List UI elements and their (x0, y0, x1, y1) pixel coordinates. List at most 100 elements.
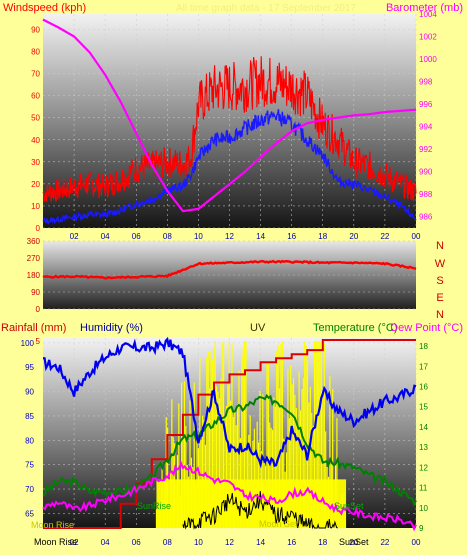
barometer-tick: 992 (419, 145, 433, 154)
temperature-tick: 17 (419, 362, 428, 371)
top-x-tick: 04 (101, 232, 110, 241)
uv-tick: 5 (36, 337, 41, 346)
bottom-x-tick: 12 (225, 538, 234, 547)
temperature-tick: 13 (419, 443, 428, 452)
compass-n-bottom: N (436, 309, 444, 321)
bottom-x-tick: 22 (380, 538, 389, 547)
humidity-tick: 70 (25, 485, 34, 494)
humidity-tick: 80 (25, 436, 34, 445)
windspeed-series-line (42, 109, 417, 225)
top-x-tick: 20 (349, 232, 358, 241)
barometer-tick: 1004 (419, 10, 437, 19)
temperature-tick: 15 (419, 403, 428, 412)
windspeed-tick: 20 (31, 180, 40, 189)
temperature-series-line (42, 393, 417, 508)
temperature-title: Temperature (°C) (313, 322, 397, 334)
windspeed-tick: 90 (31, 25, 40, 34)
direction-series (42, 259, 417, 280)
windspeed-tick: 0 (36, 224, 41, 233)
barometer-tick: 998 (419, 78, 433, 87)
barometer-tick: 1002 (419, 33, 437, 42)
bottom-x-tick: 02 (70, 538, 79, 547)
barometer-series-line (42, 18, 417, 213)
bottom-x-tick: 18 (318, 538, 327, 547)
windspeed-tick: 80 (31, 48, 40, 57)
bottom-x-tick: 14 (256, 538, 265, 547)
top-x-tick: 08 (163, 232, 172, 241)
moon-set-label: Moon Set (259, 519, 298, 529)
top-x-tick: 14 (256, 232, 265, 241)
sun-set-axis-label: SunSet (339, 537, 369, 547)
dewpoint-series-line (42, 460, 417, 532)
direction-grid (43, 240, 416, 310)
humidity-title: Humidity (%) (80, 322, 143, 334)
solar-series-line (182, 491, 338, 530)
humidity-tick: 75 (25, 461, 34, 470)
humidity-tick: 100 (21, 339, 35, 348)
uv-title: UV (250, 322, 266, 334)
top-x-tick: 10 (194, 232, 203, 241)
top-faint-caption: All time graph data - 17 September 2017 (176, 3, 357, 14)
compass-w: W (435, 258, 446, 270)
temperature-tick: 18 (419, 342, 428, 351)
temperature-tick: 12 (419, 463, 428, 472)
top-x-tick: 22 (380, 232, 389, 241)
temperature-tick: 10 (419, 504, 428, 513)
bottom-x-tick: 20 (349, 538, 358, 547)
humidity-series-line (42, 336, 417, 469)
windspeed-tick: 70 (31, 70, 40, 79)
top-ticks: 0 10 20 30 40 50 60 70 80 90 986 988 990 992 994 996 998… (31, 10, 437, 241)
barometer-tick: 988 (419, 190, 433, 199)
compass-s: S (436, 275, 443, 287)
sun-rise-label: SunRise (137, 501, 171, 511)
top-x-tick: 06 (132, 232, 141, 241)
bottom-x-tick: 08 (163, 538, 172, 547)
windspeed-tick: 10 (31, 202, 40, 211)
direction-series-line (42, 259, 417, 280)
humidity-tick: 65 (25, 509, 34, 518)
rainfall-title: Rainfall (mm) (1, 322, 66, 334)
humidity-tick: 90 (25, 388, 34, 397)
barometer-tick: 1000 (419, 55, 437, 64)
barometer-tick: 994 (419, 123, 433, 132)
bottom-ticks: 65 70 75 80 85 90 95 100 9 10 11 12 13 14 15 16 17 18 5 02 0… (21, 337, 429, 547)
top-x-tick: 00 (412, 232, 421, 241)
barometer-tick: 986 (419, 213, 433, 222)
top-series (42, 18, 417, 225)
temperature-tick: 16 (419, 383, 428, 392)
bottom-x-tick: 04 (101, 538, 110, 547)
windspeed-tick: 60 (31, 92, 40, 101)
direction-tick: 0 (36, 305, 41, 314)
bottom-series (42, 336, 417, 532)
windspeed-title: Windspeed (kph) (3, 2, 86, 14)
barometer-tick: 996 (419, 100, 433, 109)
compass-n-top: N (436, 240, 444, 252)
temperature-tick: 14 (419, 423, 428, 432)
moon-rise-inner-label: Moon Rise (31, 520, 74, 530)
temperature-tick: 9 (419, 524, 424, 533)
top-x-tick: 12 (225, 232, 234, 241)
moon-rise-axis-label: Moon Rise (34, 537, 77, 547)
top-x-tick: 18 (318, 232, 327, 241)
windspeed-tick: 40 (31, 136, 40, 145)
barometer-title: Barometer (mb) (386, 2, 463, 14)
direction-tick: 360 (27, 237, 41, 246)
rainfall-series-line (43, 339, 416, 529)
direction-tick: 180 (27, 271, 41, 280)
top-x-tick: 16 (287, 232, 296, 241)
windspeed-tick: 50 (31, 114, 40, 123)
bottom-x-tick: 06 (132, 538, 141, 547)
direction-ticks: 0 90 180 270 360 (27, 237, 41, 314)
direction-tick: 90 (31, 288, 40, 297)
barometer-tick: 990 (419, 168, 433, 177)
windspeed-tick: 30 (31, 158, 40, 167)
temperature-tick: 11 (419, 484, 428, 493)
sun-set-inner-label: SunSet (334, 501, 364, 511)
bottom-x-tick: 16 (287, 538, 296, 547)
compass-e: E (436, 292, 443, 304)
direction-tick: 270 (27, 254, 41, 263)
humidity-tick: 95 (25, 363, 34, 372)
top-x-tick: 02 (70, 232, 79, 241)
